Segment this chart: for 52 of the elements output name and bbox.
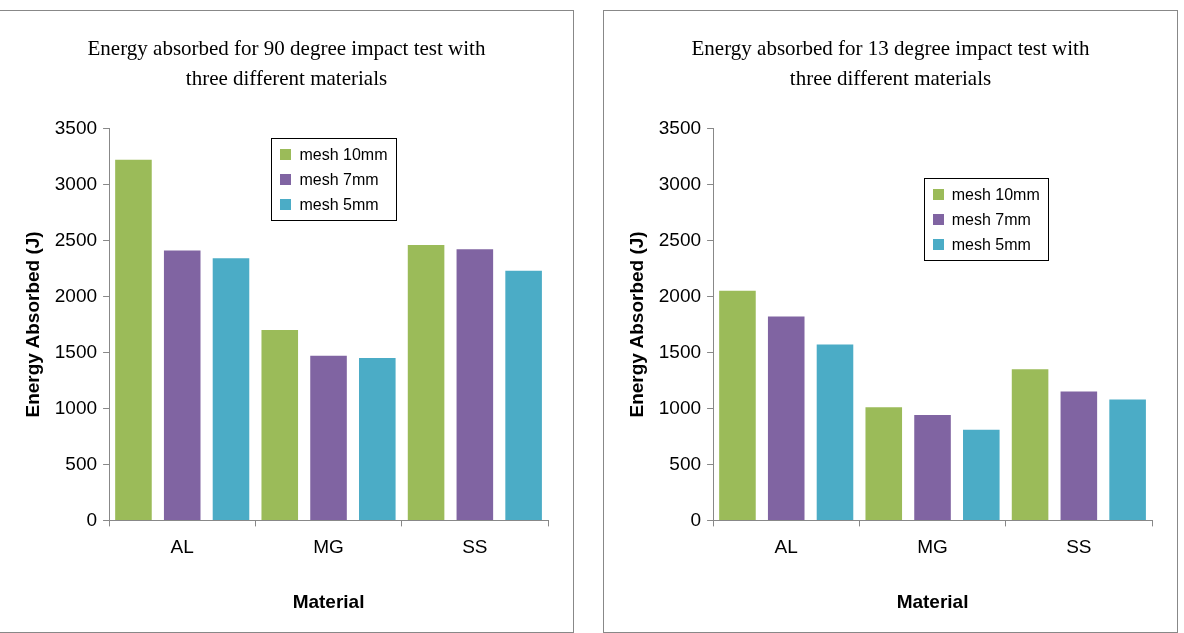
y-tick-label: 2500 — [658, 228, 702, 250]
y-tick-label: 3000 — [54, 172, 98, 194]
y-tick-label: 1500 — [658, 340, 702, 362]
x-tick-label: SS — [462, 536, 488, 558]
bar — [505, 270, 542, 520]
chart-title: Energy absorbed for 90 degree impact test with three different materials — [86, 35, 487, 92]
x-tick-label: AL — [774, 536, 798, 558]
bar — [310, 355, 347, 520]
y-tick-label: 2500 — [54, 228, 98, 250]
y-tick-label: 3000 — [658, 172, 702, 194]
bar — [1109, 399, 1146, 520]
y-tick-label: 1500 — [54, 340, 98, 362]
legend-label: mesh 7mm — [951, 210, 1031, 229]
y-tick-label: 2000 — [54, 284, 98, 306]
y-tick-label: 1000 — [54, 396, 98, 418]
y-tick-label: 500 — [669, 452, 702, 474]
x-tick-label: MG — [917, 536, 948, 558]
bar — [719, 290, 756, 520]
x-tick-label: AL — [170, 536, 194, 558]
y-tick-label: 3500 — [54, 116, 98, 138]
bar — [115, 159, 152, 520]
bar — [261, 330, 299, 520]
y-tick-label: 1000 — [658, 396, 702, 418]
y-tick-label: 3500 — [658, 116, 702, 138]
y-axis-title: Energy Absorbed (J) — [625, 231, 647, 418]
bar — [456, 249, 494, 520]
chart-title: Energy absorbed for 13 degree impact test with three different materials — [690, 35, 1091, 92]
x-axis-title: Material — [896, 590, 969, 612]
bar — [1011, 369, 1049, 520]
bar — [1060, 391, 1098, 520]
bar — [359, 358, 396, 520]
legend-label: mesh 5mm — [299, 195, 379, 214]
bar — [163, 250, 201, 520]
legend-label: mesh 10mm — [951, 185, 1040, 204]
bar — [963, 429, 1000, 520]
legend-label: mesh 7mm — [299, 170, 379, 189]
bar — [767, 316, 805, 520]
y-tick-label: 2000 — [658, 284, 702, 306]
x-axis-title: Material — [292, 590, 365, 612]
legend-label: mesh 10mm — [299, 145, 388, 164]
legend-label: mesh 5mm — [951, 235, 1031, 254]
x-tick-label: MG — [313, 536, 344, 558]
bar — [212, 258, 250, 520]
bar — [816, 344, 854, 520]
y-tick-label: 500 — [65, 452, 98, 474]
bar — [865, 407, 903, 520]
x-tick-label: SS — [1066, 536, 1092, 558]
bar — [914, 415, 951, 520]
y-tick-label: 0 — [690, 508, 702, 530]
y-axis-title: Energy Absorbed (J) — [21, 231, 43, 418]
y-tick-label: 0 — [86, 508, 98, 530]
bar — [407, 244, 445, 520]
